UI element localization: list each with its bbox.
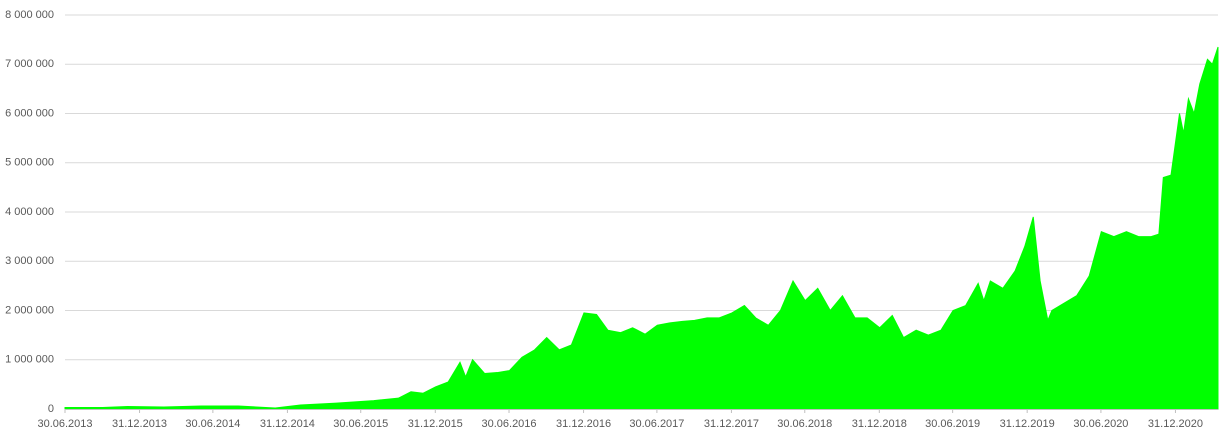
y-tick-label: 8 000 000 — [5, 9, 54, 21]
x-tick-label: 30.06.2016 — [481, 418, 536, 430]
x-tick-label: 30.06.2018 — [777, 418, 832, 430]
x-tick-label: 30.06.2020 — [1073, 418, 1128, 430]
x-tick-label: 31.12.2020 — [1148, 418, 1203, 430]
area — [64, 46, 1219, 410]
y-tick-label: 2 000 000 — [5, 304, 54, 316]
x-tick-label: 30.06.2017 — [629, 418, 684, 430]
y-tick-label: 4 000 000 — [5, 206, 54, 218]
y-tick-label: 7 000 000 — [5, 58, 54, 70]
x-tick-label: 30.06.2015 — [333, 418, 388, 430]
y-tick-label: 5 000 000 — [5, 157, 54, 169]
x-tick-label: 31.12.2014 — [260, 418, 315, 430]
y-tick-label: 1 000 000 — [5, 354, 54, 366]
x-tick-label: 31.12.2017 — [704, 418, 759, 430]
y-tick-label: 3 000 000 — [5, 255, 54, 267]
x-tick-label: 31.12.2013 — [112, 418, 167, 430]
x-tick-label: 31.12.2018 — [852, 418, 907, 430]
x-tick-label: 30.06.2019 — [925, 418, 980, 430]
y-tick-label: 0 — [48, 403, 54, 415]
x-tick-label: 31.12.2015 — [408, 418, 463, 430]
x-tick-label: 30.06.2014 — [185, 418, 240, 430]
x-tick-label: 30.06.2013 — [37, 418, 92, 430]
x-tick-label: 31.12.2019 — [1000, 418, 1055, 430]
x-tick-label: 31.12.2016 — [556, 418, 611, 430]
y-tick-label: 6 000 000 — [5, 107, 54, 119]
